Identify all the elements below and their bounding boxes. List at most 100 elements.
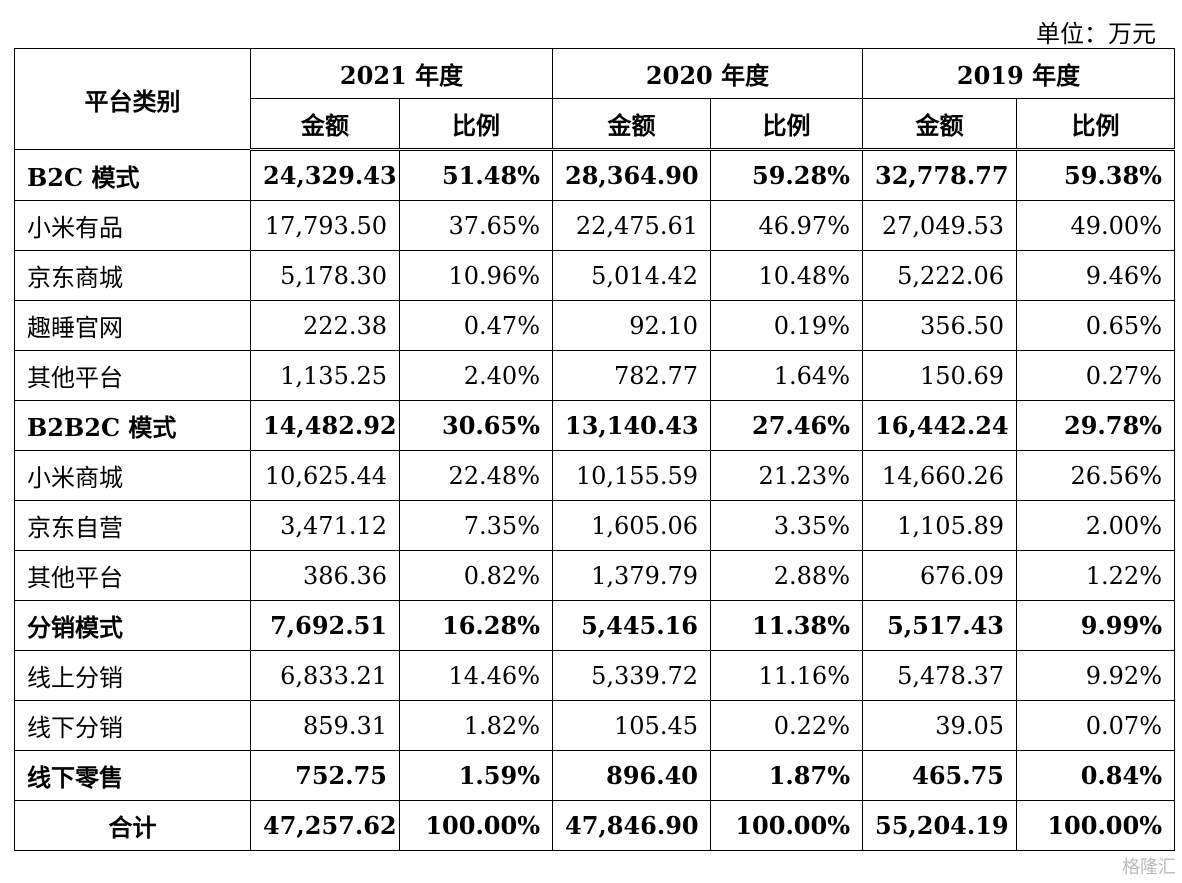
ratio-cell: 1.64%: [710, 350, 863, 401]
table-row: 线下分销 859.31 1.82% 105.45 0.22% 39.05 0.07%: [14, 700, 1175, 751]
amount-cell: 465.75: [862, 750, 1017, 801]
amount-cell: 16,442.24: [862, 400, 1017, 451]
amount-cell: 386.36: [250, 550, 400, 601]
ratio-cell: 9.99%: [1016, 600, 1175, 651]
ratio-cell: 11.16%: [710, 650, 863, 701]
header-year-2021: 2021 年度: [250, 48, 553, 99]
row-label: 分销模式: [14, 600, 251, 651]
amount-cell: 13,140.43: [552, 400, 711, 451]
ratio-cell: 9.46%: [1016, 250, 1175, 301]
ratio-cell: 59.28%: [710, 149, 863, 201]
ratio-cell: 11.38%: [710, 600, 863, 651]
amount-cell: 1,605.06: [552, 500, 711, 551]
amount-cell: 55,204.19: [862, 800, 1017, 851]
table-row: B2B2C 模式 14,482.92 30.65% 13,140.43 27.46% 16…: [14, 400, 1175, 451]
row-label: B2B2C 模式: [14, 400, 251, 451]
ratio-cell: 2.00%: [1016, 500, 1175, 551]
ratio-cell: 22.48%: [399, 450, 553, 501]
table-row: 京东商城 5,178.30 10.96% 5,014.42 10.48% 5,222.06…: [14, 250, 1175, 301]
amount-cell: 32,778.77: [862, 149, 1017, 201]
ratio-cell: 1.59%: [399, 750, 553, 801]
row-label: 京东自营: [14, 500, 251, 551]
ratio-cell: 59.38%: [1016, 149, 1175, 201]
ratio-cell: 7.35%: [399, 500, 553, 551]
amount-cell: 5,014.42: [552, 250, 711, 301]
ratio-cell: 16.28%: [399, 600, 553, 651]
table-body: B2C 模式 24,329.43 51.48% 28,364.90 59.28% 32,7…: [14, 149, 1175, 851]
ratio-cell: 2.40%: [399, 350, 553, 401]
row-label: 小米有品: [14, 200, 251, 251]
amount-cell: 5,517.43: [862, 600, 1017, 651]
amount-cell: 1,105.89: [862, 500, 1017, 551]
header-amount: 金额: [250, 98, 400, 151]
row-label: B2C 模式: [14, 149, 251, 201]
row-label: 趣睡官网: [14, 300, 251, 351]
ratio-cell: 49.00%: [1016, 200, 1175, 251]
amount-cell: 14,482.92: [250, 400, 400, 451]
amount-cell: 859.31: [250, 700, 400, 751]
ratio-cell: 0.82%: [399, 550, 553, 601]
table-row: 线上分销 6,833.21 14.46% 5,339.72 11.16% 5,478.37…: [14, 650, 1175, 701]
amount-cell: 222.38: [250, 300, 400, 351]
platform-revenue-table: 平台类别 2021 年度 2020 年度 2019 年度 金额 比例 金额 比例…: [14, 48, 1175, 851]
row-label: 其他平台: [14, 350, 251, 401]
table-row: 趣睡官网 222.38 0.47% 92.10 0.19% 356.50 0.65%: [14, 300, 1175, 351]
header-year-2020: 2020 年度: [552, 48, 863, 99]
ratio-cell: 0.47%: [399, 300, 553, 351]
amount-cell: 92.10: [552, 300, 711, 351]
row-label: 线下零售: [14, 750, 251, 801]
amount-cell: 896.40: [552, 750, 711, 801]
amount-cell: 47,846.90: [552, 800, 711, 851]
amount-cell: 28,364.90: [552, 149, 711, 201]
amount-cell: 5,222.06: [862, 250, 1017, 301]
amount-cell: 47,257.62: [250, 800, 400, 851]
ratio-cell: 0.07%: [1016, 700, 1175, 751]
ratio-cell: 100.00%: [1016, 800, 1175, 851]
amount-cell: 14,660.26: [862, 450, 1017, 501]
row-label: 线上分销: [14, 650, 251, 701]
table-row: 合计 47,257.62 100.00% 47,846.90 100.00% 55,204…: [14, 800, 1175, 851]
header-amount: 金额: [862, 98, 1017, 151]
ratio-cell: 1.87%: [710, 750, 863, 801]
unit-label: 单位：万元: [1036, 20, 1156, 48]
header-amount: 金额: [552, 98, 711, 151]
ratio-cell: 10.48%: [710, 250, 863, 301]
amount-cell: 1,379.79: [552, 550, 711, 601]
amount-cell: 24,329.43: [250, 149, 400, 201]
ratio-cell: 0.65%: [1016, 300, 1175, 351]
ratio-cell: 14.46%: [399, 650, 553, 701]
ratio-cell: 0.22%: [710, 700, 863, 751]
ratio-cell: 26.56%: [1016, 450, 1175, 501]
ratio-cell: 0.19%: [710, 300, 863, 351]
table-row: 其他平台 1,135.25 2.40% 782.77 1.64% 150.69 0.27%: [14, 350, 1175, 401]
table-row: 小米有品 17,793.50 37.65% 22,475.61 46.97% 27,049…: [14, 200, 1175, 251]
header-ratio: 比例: [710, 98, 863, 151]
amount-cell: 105.45: [552, 700, 711, 751]
amount-cell: 22,475.61: [552, 200, 711, 251]
ratio-cell: 2.88%: [710, 550, 863, 601]
watermark-logo: 格隆汇: [1122, 857, 1176, 878]
table-row: B2C 模式 24,329.43 51.48% 28,364.90 59.28% 32,7…: [14, 149, 1175, 201]
table-row: 其他平台 386.36 0.82% 1,379.79 2.88% 676.09 1.22%: [14, 550, 1175, 601]
amount-cell: 356.50: [862, 300, 1017, 351]
ratio-cell: 0.84%: [1016, 750, 1175, 801]
amount-cell: 5,478.37: [862, 650, 1017, 701]
amount-cell: 27,049.53: [862, 200, 1017, 251]
row-label: 小米商城: [14, 450, 251, 501]
header-ratio: 比例: [399, 98, 553, 151]
row-label: 线下分销: [14, 700, 251, 751]
table-row: 小米商城 10,625.44 22.48% 10,155.59 21.23% 14,660…: [14, 450, 1175, 501]
row-label: 京东商城: [14, 250, 251, 301]
ratio-cell: 37.65%: [399, 200, 553, 251]
header-row-years: 平台类别 2021 年度 2020 年度 2019 年度: [14, 48, 1175, 150]
header-year-2019: 2019 年度: [862, 48, 1175, 99]
amount-cell: 17,793.50: [250, 200, 400, 251]
ratio-cell: 100.00%: [399, 800, 553, 851]
amount-cell: 7,692.51: [250, 600, 400, 651]
amount-cell: 676.09: [862, 550, 1017, 601]
row-label: 合计: [14, 800, 251, 851]
amount-cell: 39.05: [862, 700, 1017, 751]
ratio-cell: 46.97%: [710, 200, 863, 251]
amount-cell: 6,833.21: [250, 650, 400, 701]
ratio-cell: 0.27%: [1016, 350, 1175, 401]
